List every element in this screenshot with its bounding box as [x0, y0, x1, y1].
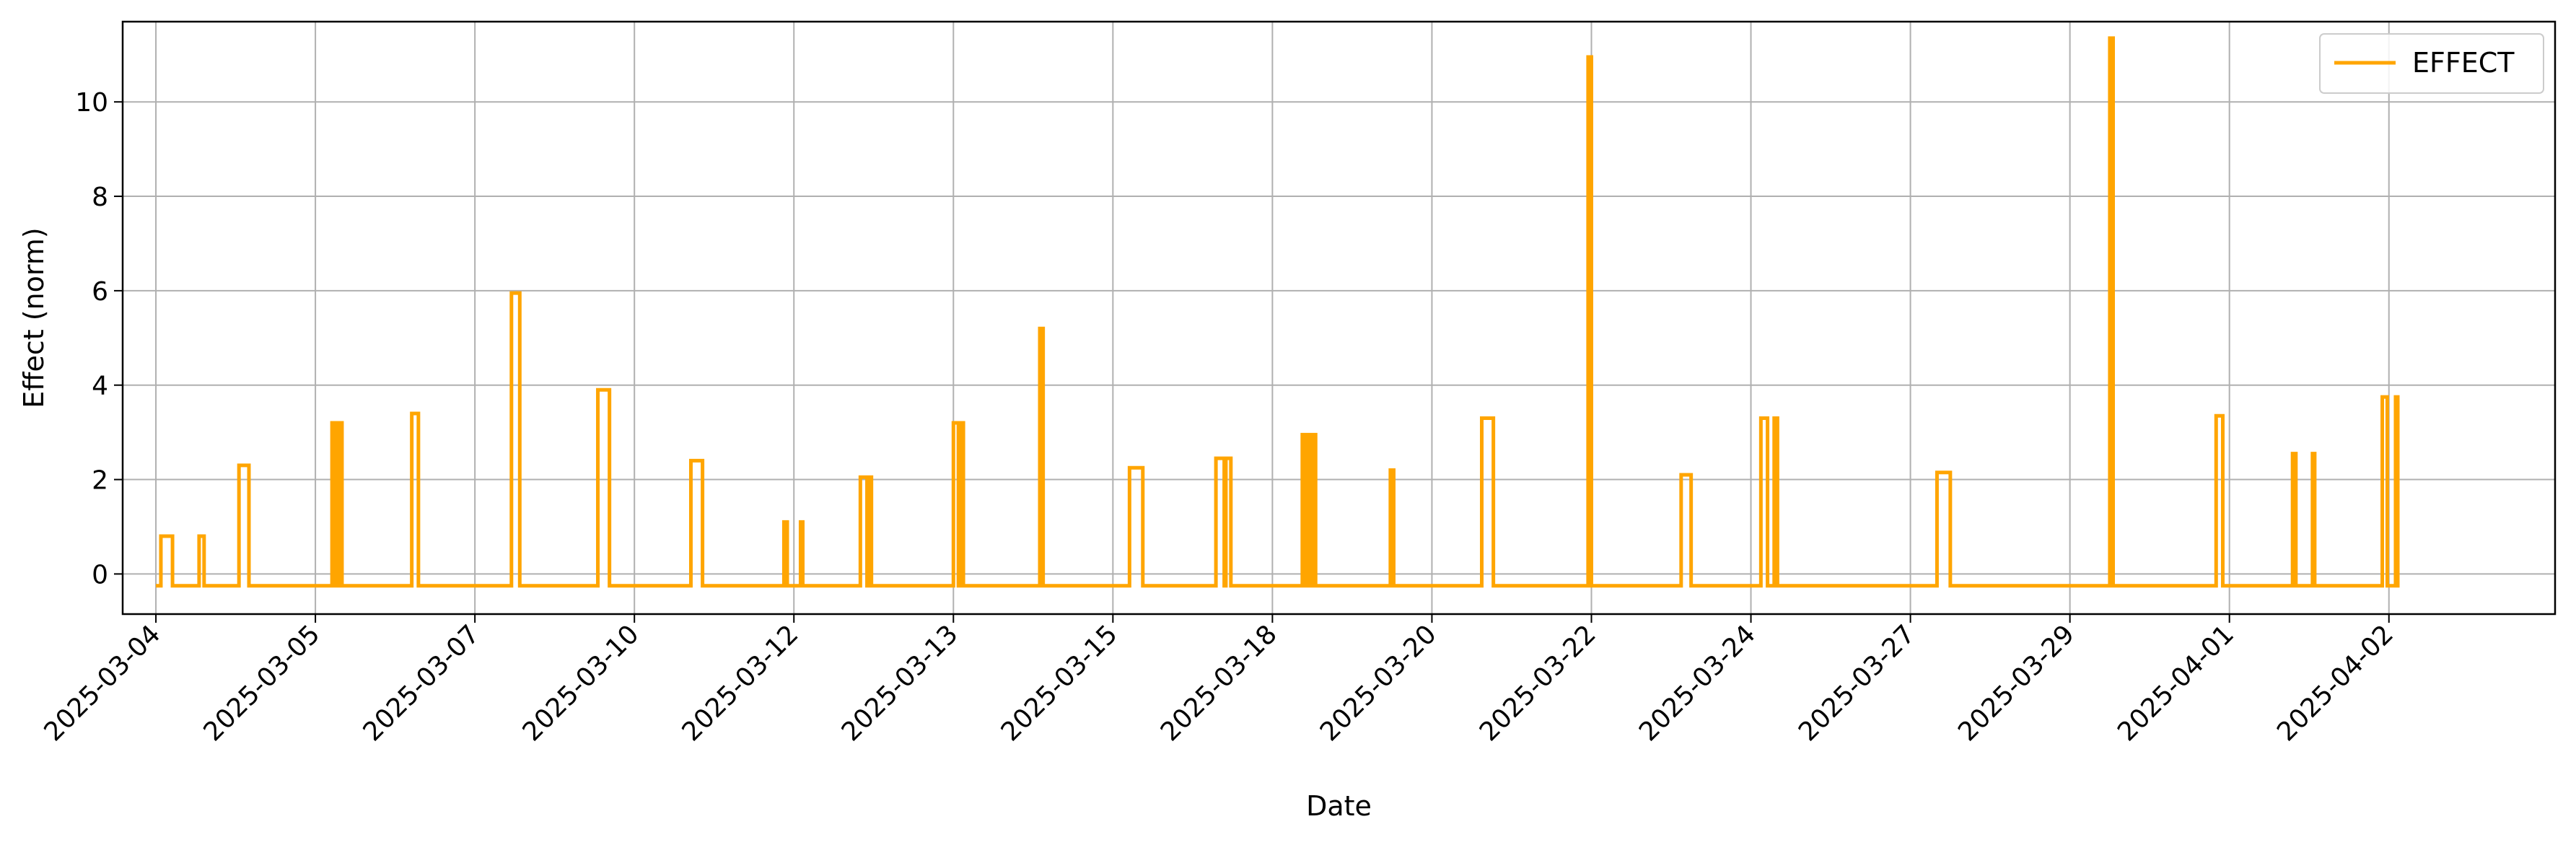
y-tick-label: 10 [75, 88, 108, 118]
x-tick-label: 2025-03-20 [1315, 619, 1442, 747]
x-tick-label: 2025-04-01 [2112, 619, 2240, 747]
x-axis-title: Date [1306, 790, 1372, 822]
x-tick-label: 2025-03-13 [836, 619, 964, 747]
x-tick-label: 2025-03-04 [38, 619, 166, 747]
x-tick-label: 2025-03-18 [1155, 619, 1283, 747]
y-tick-label: 8 [92, 183, 108, 212]
series-layer [156, 36, 2400, 588]
legend: EFFECT [2319, 33, 2544, 94]
y-tick-label: 0 [92, 560, 108, 590]
x-tick-label: 2025-03-24 [1634, 619, 1761, 747]
x-tick-label: 2025-03-12 [677, 619, 805, 747]
x-tick-label: 2025-04-02 [2271, 619, 2399, 747]
legend-label: EFFECT [2412, 47, 2515, 79]
x-tick-label: 2025-03-27 [1793, 619, 1921, 747]
x-tick-label: 2025-03-29 [1953, 619, 2080, 747]
y-tick-label: 2 [92, 466, 108, 496]
x-tick-label: 2025-03-10 [517, 619, 645, 747]
y-axis: 0 2 4 6 8 10 [75, 88, 123, 590]
grid [123, 22, 2555, 614]
series-line-effect [156, 36, 2400, 588]
x-tick-label: 2025-03-07 [358, 619, 486, 747]
x-tick-label: 2025-03-05 [198, 619, 326, 747]
y-axis-title: Effect (norm) [18, 227, 50, 408]
plot-frame [121, 20, 2557, 616]
x-axis: 2025-03-04 2025-03-05 2025-03-07 2025-03-10… [38, 614, 2399, 747]
legend-box [2319, 33, 2544, 94]
y-tick-label: 4 [92, 372, 108, 401]
x-tick-label: 2025-03-15 [996, 619, 1123, 747]
y-tick-label: 6 [92, 277, 108, 307]
x-tick-label: 2025-03-22 [1474, 619, 1602, 747]
